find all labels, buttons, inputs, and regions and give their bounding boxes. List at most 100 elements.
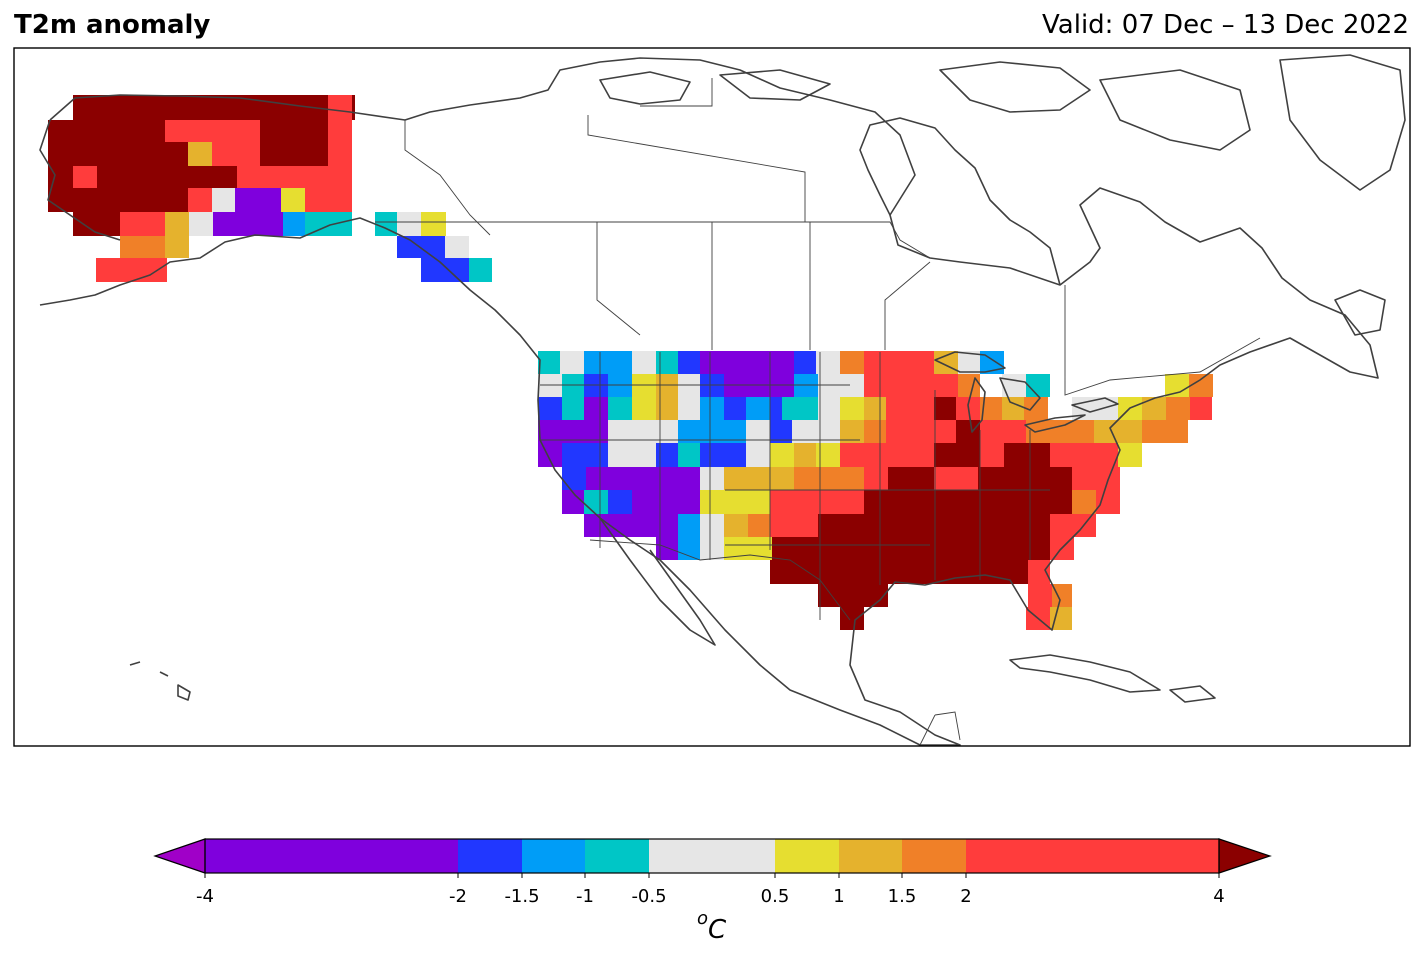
- anomaly-cell: [632, 374, 656, 397]
- coastlines: [39, 54, 1406, 746]
- anomaly-cell: [96, 258, 167, 282]
- colorbar-under-arrow: [153, 838, 206, 874]
- anomaly-cell: [328, 95, 352, 120]
- border-central-america: [919, 711, 961, 746]
- anomaly-cell: [864, 420, 886, 443]
- borders: [375, 78, 1261, 746]
- anomaly-cell: [770, 514, 794, 537]
- arctic-island-4: [599, 71, 691, 105]
- anomaly-cell: [980, 397, 1002, 420]
- colorbar-unit: C: [708, 915, 727, 945]
- colorbar-tick-label: 0.5: [761, 886, 790, 907]
- anomaly-cell: [724, 514, 748, 537]
- colorbar-frame: [204, 838, 1220, 874]
- anomaly-cell: [840, 607, 864, 630]
- anomaly-cell: [956, 443, 980, 467]
- arctic-island-3: [1279, 54, 1406, 191]
- anomaly-cell: [608, 397, 632, 420]
- anomaly-cell: [792, 420, 840, 443]
- anomaly-cell: [1096, 490, 1120, 514]
- anomaly-cell: [165, 120, 260, 142]
- coastline-alaska: [49, 94, 406, 121]
- anomaly-cell: [48, 120, 165, 142]
- colorbar-bin: [902, 839, 966, 873]
- lake-erie: [1024, 414, 1086, 433]
- anomaly-cell: [724, 374, 794, 397]
- anomaly-cell: [934, 397, 956, 420]
- anomaly-cell: [656, 374, 678, 397]
- anomaly-cell: [1004, 443, 1050, 467]
- anomaly-cell: [421, 258, 469, 282]
- coastline-alaska-west: [39, 119, 121, 241]
- anomaly-cell: [1165, 374, 1189, 397]
- arctic-island-1: [939, 61, 1091, 113]
- anomaly-cells: [48, 95, 1213, 630]
- anomaly-cell: [584, 490, 608, 514]
- anomaly-cell: [1050, 514, 1096, 537]
- anomaly-cell: [700, 443, 746, 467]
- anomaly-cell: [746, 420, 770, 443]
- anomaly-cell: [632, 490, 700, 514]
- anomaly-cell: [958, 467, 978, 490]
- anomaly-cell: [562, 374, 584, 397]
- anomaly-cell: [678, 514, 700, 537]
- anomaly-cell: [700, 420, 746, 443]
- anomaly-cell: [560, 351, 584, 374]
- anomaly-cell: [770, 397, 782, 420]
- anomaly-cell: [818, 397, 840, 420]
- anomaly-cell: [656, 537, 678, 560]
- anomaly-cell: [818, 374, 840, 397]
- anomaly-cell: [73, 166, 97, 188]
- anomaly-cell: [608, 443, 632, 467]
- anomaly-cell: [678, 351, 700, 374]
- border-us-mexico: [589, 539, 851, 621]
- anomaly-cell: [1028, 560, 1050, 584]
- anomaly-cell: [770, 490, 794, 514]
- colorbar-tick-label: -1.5: [504, 886, 539, 907]
- anomaly-cell: [445, 236, 469, 258]
- colorbar-tick-label: 1.5: [888, 886, 917, 907]
- anomaly-cell: [608, 467, 700, 490]
- anomaly-cell: [281, 188, 305, 212]
- anomaly-cell: [934, 374, 958, 397]
- arctic-island-5: [719, 69, 831, 101]
- lake-superior: [934, 351, 1006, 373]
- colorbar-bin: [458, 839, 522, 873]
- anomaly-cell: [794, 490, 864, 514]
- anomaly-cell: [724, 397, 746, 420]
- anomaly-cell: [538, 351, 560, 374]
- anomaly-cell: [212, 188, 235, 212]
- anomaly-cell: [120, 212, 165, 236]
- anomaly-cell: [1142, 420, 1188, 443]
- colorbar-tick-label: 1: [833, 886, 844, 907]
- anomaly-cell: [794, 351, 816, 374]
- anomaly-cell: [934, 467, 958, 490]
- colorbar-bin: [649, 839, 775, 873]
- anomaly-cell: [794, 443, 816, 467]
- anomaly-cell: [1024, 397, 1048, 420]
- anomaly-cell: [700, 467, 724, 490]
- anomaly-cell: [632, 443, 656, 467]
- arctic-island-2: [1099, 69, 1251, 151]
- anomaly-cell: [260, 142, 328, 166]
- colorbar-tick-label: -2: [449, 886, 467, 907]
- anomaly-map: [13, 47, 1411, 747]
- newfoundland: [1334, 289, 1386, 336]
- anomaly-cell: [1050, 443, 1094, 467]
- anomaly-cell: [818, 514, 1050, 537]
- map-title: T2m anomaly: [14, 10, 211, 40]
- anomaly-cell: [188, 188, 212, 212]
- anomaly-cell: [770, 420, 792, 443]
- anomaly-cell: [864, 374, 934, 397]
- anomaly-cell: [934, 443, 956, 467]
- baja-california: [599, 517, 716, 646]
- anomaly-cell: [584, 351, 632, 374]
- anomaly-cell: [213, 212, 283, 236]
- anomaly-cell: [700, 397, 724, 420]
- anomaly-cell: [1118, 420, 1142, 443]
- anomaly-cell: [1142, 397, 1166, 420]
- anomaly-cell: [260, 120, 328, 142]
- anomaly-cell: [864, 397, 886, 420]
- anomaly-cell: [700, 374, 724, 397]
